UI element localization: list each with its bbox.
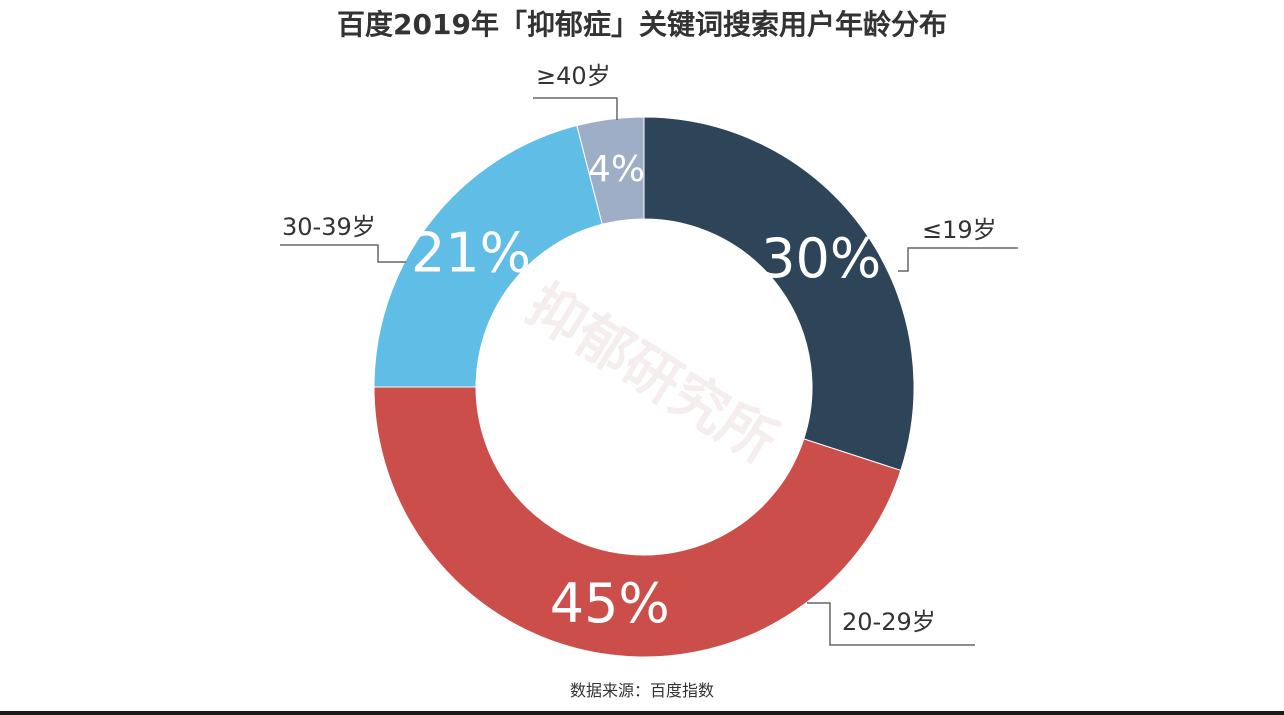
leader-line <box>898 247 1018 272</box>
donut-slice <box>576 116 645 225</box>
slice-percent-label: 21% <box>411 221 531 284</box>
category-label: ≤19岁 <box>922 216 997 244</box>
leader-line <box>533 97 618 120</box>
leader-lines <box>280 97 1018 646</box>
slice-percent-label: 30% <box>761 227 881 290</box>
donut-slice <box>643 116 915 472</box>
leader-line <box>280 244 406 263</box>
donut-slice <box>373 124 603 388</box>
slice-percent-label: 4% <box>588 149 645 190</box>
category-label: ≥40岁 <box>536 62 611 90</box>
category-label: 20-29岁 <box>842 608 936 636</box>
donut-slices <box>373 116 915 658</box>
source-note: 数据来源：百度指数 <box>570 681 714 700</box>
percent-labels: 30% 45% 21% 4% <box>411 149 881 635</box>
bottom-rule <box>0 711 1284 715</box>
slice-percent-label: 45% <box>550 572 670 635</box>
category-label: 30-39岁 <box>282 213 376 241</box>
watermark: 抑郁研究所 <box>516 273 788 477</box>
category-labels: ≤19岁 20-29岁 30-39岁 ≥40岁 <box>282 62 997 636</box>
chart-title: 百度2019年「抑郁症」关键词搜索用户年龄分布 <box>337 8 947 41</box>
leader-line <box>807 602 975 646</box>
donut-slice <box>373 386 902 658</box>
